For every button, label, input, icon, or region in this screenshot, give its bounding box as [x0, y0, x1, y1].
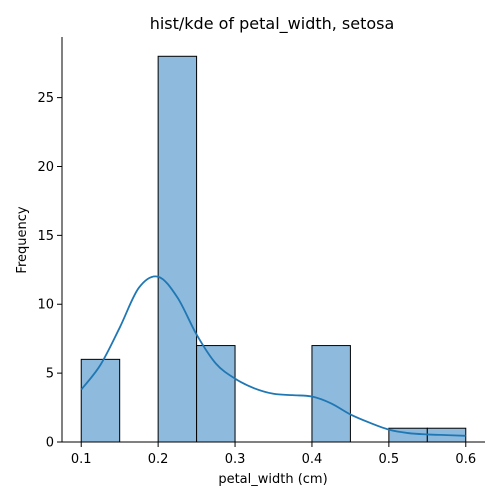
- x-tick-label: 0.2: [148, 452, 169, 467]
- x-tick-label: 0.4: [302, 452, 323, 467]
- y-tick-label: 20: [37, 160, 54, 175]
- bars-layer: [80, 55, 467, 443]
- x-axis-label: petal_width (cm): [218, 472, 327, 487]
- x-ticks: 0.1 0.2 0.3 0.4 0.5 0.6: [71, 442, 476, 467]
- histogram-bar-2: [157, 55, 198, 443]
- y-tick-label: 10: [37, 298, 54, 313]
- y-tick-label: 25: [37, 91, 54, 106]
- x-tick-label: 0.3: [225, 452, 246, 467]
- histogram-bar-6: [311, 345, 351, 443]
- x-tick-label: 0.1: [71, 452, 92, 467]
- y-tick-label: 15: [37, 229, 54, 244]
- y-axis-label: Frequency: [15, 206, 30, 273]
- chart-title: hist/kde of petal_width, setosa: [150, 14, 395, 34]
- histogram-bar-3: [196, 345, 236, 443]
- y-ticks: 0 5 10 15 20 25: [37, 91, 62, 451]
- kde-layer: [80, 275, 466, 437]
- x-tick-label: 0.5: [379, 452, 400, 467]
- x-tick-label: 0.6: [455, 452, 476, 467]
- y-tick-label: 0: [46, 436, 54, 451]
- histogram-bar-0: [80, 358, 121, 443]
- y-tick-label: 5: [46, 367, 54, 382]
- kde-curve: [80, 275, 466, 437]
